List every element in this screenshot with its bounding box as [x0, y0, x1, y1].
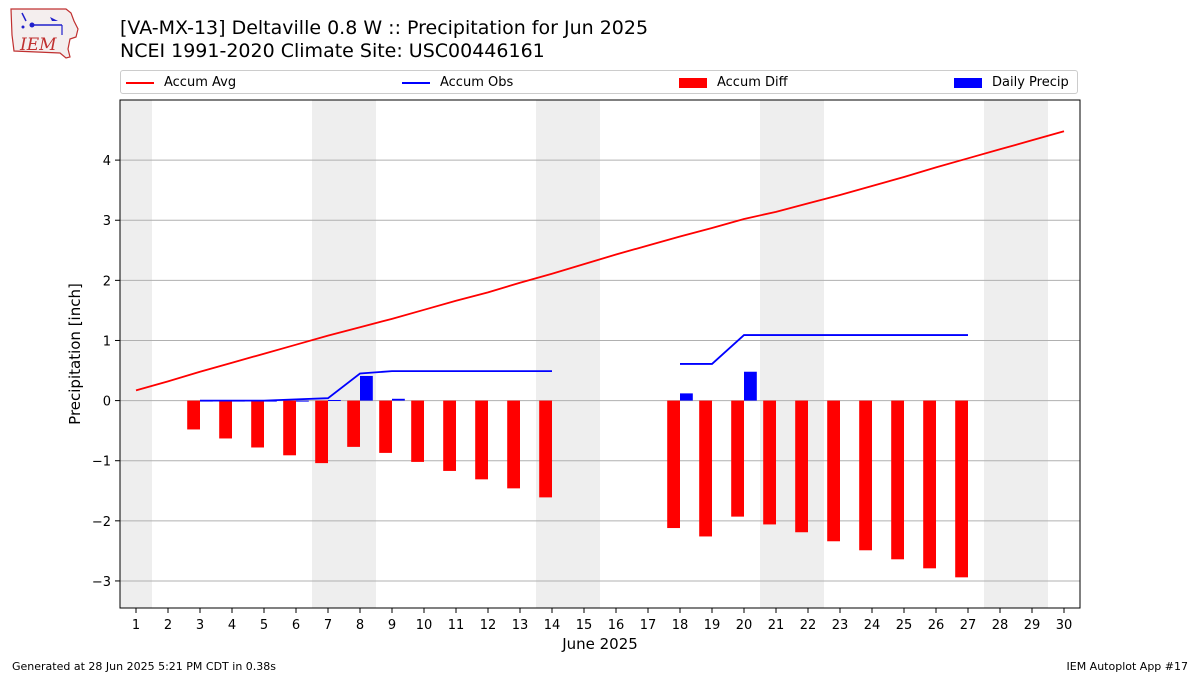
accum-obs-line-0 — [200, 370, 552, 402]
iowa-weather-logo-icon: IEM — [10, 8, 79, 59]
generated-timestamp: Generated at 28 Jun 2025 5:21 PM CDT in … — [12, 660, 277, 673]
legend-label-daily-precip: Daily Precip — [992, 75, 1069, 90]
accum-diff-bar — [411, 400, 424, 462]
x-tick-label: 13 — [512, 618, 529, 633]
chart-subtitle: NCEI 1991-2020 Climate Site: USC00446161 — [120, 40, 545, 62]
y-tick-label: −2 — [92, 515, 111, 530]
accum-diff-bar — [699, 400, 712, 537]
chart-title: [VA-MX-13] Deltaville 0.8 W :: Precipita… — [120, 17, 649, 39]
logo-text: IEM — [19, 35, 57, 55]
x-tick-label: 26 — [928, 618, 945, 633]
legend-swatch-accum-obs — [402, 82, 430, 84]
weekend-shade-1 — [312, 100, 376, 608]
accum-diff-bar — [667, 400, 680, 529]
x-tick-label: 17 — [640, 618, 657, 633]
y-tick-label: 3 — [103, 214, 111, 229]
weekend-shade-4 — [984, 100, 1048, 608]
accum-diff-bar — [859, 400, 872, 551]
y-tick-label: 1 — [103, 334, 111, 349]
daily-precip-bar — [296, 400, 309, 402]
accum-diff-bar — [923, 400, 936, 569]
legend-label-accum-diff: Accum Diff — [717, 75, 788, 90]
x-tick-label: 3 — [196, 618, 204, 633]
weekend-shade-2 — [536, 100, 600, 608]
accum-diff-bar — [955, 400, 968, 578]
accum-avg-line — [135, 130, 1065, 392]
x-tick-label: 19 — [704, 618, 721, 633]
x-tick-label: 15 — [576, 618, 593, 633]
x-tick-label: 28 — [992, 618, 1009, 633]
x-tick-label: 20 — [736, 618, 753, 633]
x-tick-label: 21 — [768, 618, 785, 633]
x-tick-label: 22 — [800, 618, 817, 633]
daily-precip-bar — [680, 393, 693, 401]
x-tick-label: 10 — [416, 618, 433, 633]
accum-diff-bar — [219, 400, 232, 439]
y-tick-label: −1 — [92, 455, 111, 470]
x-tick-label: 12 — [480, 618, 497, 633]
app-label: IEM Autoplot App #17 — [1066, 660, 1189, 673]
x-tick-label: 27 — [960, 618, 977, 633]
accum-diff-bar — [539, 400, 552, 498]
legend-swatch-accum-diff — [679, 78, 707, 88]
y-tick-label: 2 — [103, 274, 111, 289]
legend-label-accum-obs: Accum Obs — [440, 75, 514, 90]
legend-swatch-accum-avg — [126, 82, 154, 84]
x-tick-label: 24 — [864, 618, 881, 633]
x-tick-label: 9 — [388, 618, 396, 633]
accum-diff-bar — [827, 400, 840, 542]
weekend-shade-0 — [120, 100, 152, 608]
accum-diff-bar — [443, 400, 456, 471]
legend-label-accum-avg: Accum Avg — [164, 75, 237, 90]
accum-diff-bar — [475, 400, 488, 480]
accum-diff-bar — [379, 400, 392, 453]
plot-frame — [119, 99, 1081, 609]
y-tick-label: 4 — [103, 154, 111, 169]
y-tick-label: −3 — [92, 575, 111, 590]
accum-diff-bar — [795, 400, 808, 533]
x-tick-label: 30 — [1056, 618, 1073, 633]
legend: Accum Avg Accum Obs Accum Diff Daily Pre… — [120, 70, 1078, 94]
daily-precip-bar — [360, 375, 373, 401]
daily-precip-bar — [392, 398, 405, 401]
accum-diff-bar — [731, 400, 744, 517]
x-axis-label: June 2025 — [561, 635, 638, 653]
x-tick-label: 29 — [1024, 618, 1041, 633]
x-tick-label: 18 — [672, 618, 689, 633]
iem-logo: IEM — [8, 5, 80, 59]
x-tick-label: 7 — [324, 618, 332, 633]
x-tick-label: 5 — [260, 618, 268, 633]
accum-diff-bar — [507, 400, 520, 489]
accum-diff-bar — [187, 400, 200, 430]
legend-swatch-daily-precip — [954, 78, 982, 88]
x-tick-label: 16 — [608, 618, 625, 633]
x-tick-label: 2 — [164, 618, 172, 633]
accum-diff-bar — [251, 400, 264, 448]
x-tick-label: 4 — [228, 618, 236, 633]
x-tick-label: 1 — [132, 618, 140, 633]
y-tick-label: 0 — [103, 395, 111, 410]
x-tick-label: 23 — [832, 618, 849, 633]
x-tick-label: 8 — [356, 618, 364, 633]
accum-diff-bar — [891, 400, 904, 560]
x-tick-label: 14 — [544, 618, 561, 633]
accum-diff-bar — [763, 400, 776, 525]
x-tick-label: 6 — [292, 618, 300, 633]
accum-diff-bar — [283, 400, 296, 456]
x-tick-label: 25 — [896, 618, 913, 633]
y-axis-label: Precipitation [inch] — [66, 283, 84, 425]
accum-diff-bar — [315, 400, 328, 464]
accum-diff-bar — [347, 400, 360, 447]
accum-obs-line-1 — [680, 334, 968, 365]
x-tick-label: 11 — [448, 618, 465, 633]
weekend-shade-3 — [760, 100, 824, 608]
daily-precip-bar — [328, 399, 341, 401]
daily-precip-bar — [744, 371, 757, 401]
